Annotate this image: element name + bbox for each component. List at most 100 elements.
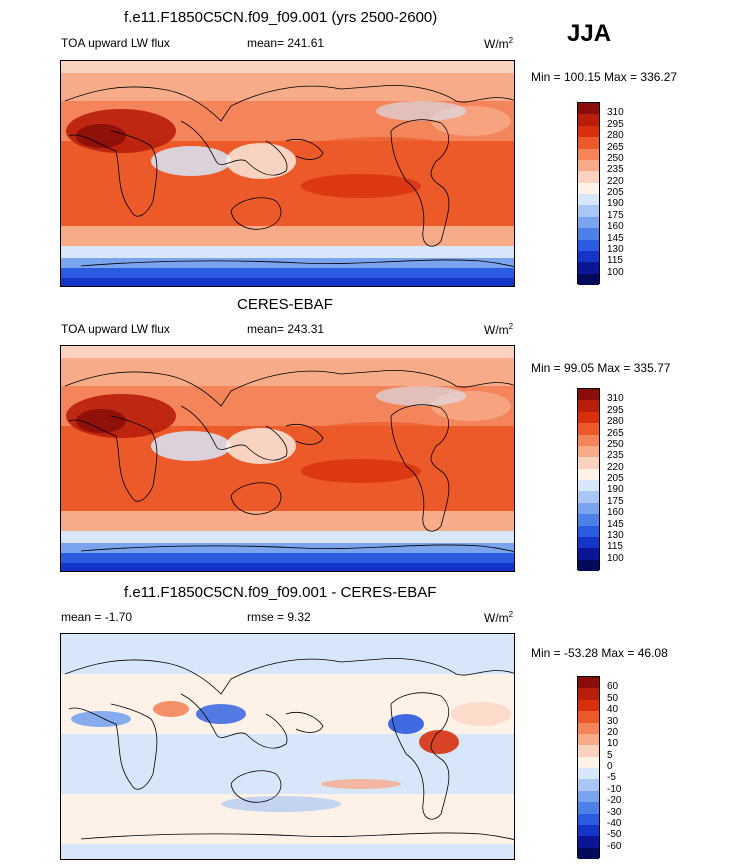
colorbar-tick-label: 190 <box>607 198 624 210</box>
colorbar-swatch <box>578 434 599 446</box>
field-band <box>61 563 514 571</box>
panel3-map <box>60 633 515 860</box>
panel3-mean: mean = -1.70 <box>61 610 133 624</box>
colorbar-tick-label: 130 <box>607 529 624 541</box>
field-blob <box>376 386 466 406</box>
field-band <box>61 674 514 734</box>
field-blob <box>301 174 421 198</box>
season-label: JJA <box>567 20 612 47</box>
field-blob <box>301 137 461 165</box>
colorbar-swatch <box>578 205 599 217</box>
colorbar-swatch <box>578 239 599 251</box>
field-blob <box>221 796 341 812</box>
colorbar-tick-label: 60 <box>607 681 619 693</box>
colorbar-tick-label: 160 <box>607 221 624 233</box>
field-band <box>61 181 514 226</box>
field-band <box>61 246 514 258</box>
field-band <box>61 226 514 246</box>
coastline <box>68 415 158 502</box>
field-blob <box>321 779 401 789</box>
coastline <box>68 130 158 217</box>
colorbar-tick-label: 205 <box>607 473 624 484</box>
panel3-unit: W/m2 <box>484 610 514 625</box>
colorbar-swatch <box>578 468 599 480</box>
field-blob <box>196 704 246 724</box>
coastline <box>80 259 514 267</box>
colorbar-swatch <box>578 262 599 274</box>
coastline <box>68 703 158 790</box>
colorbar-swatch <box>578 125 599 138</box>
colorbar-swatch <box>578 228 599 240</box>
colorbar-swatch <box>578 216 599 229</box>
colorbar-swatch <box>578 502 599 515</box>
coastline <box>390 404 450 532</box>
colorbar-tick-label: 160 <box>607 507 624 519</box>
panel1-title: f.e11.F1850C5CN.f09_f09.001 (yrs 2500-26… <box>124 9 438 26</box>
field-band <box>61 553 514 563</box>
colorbar-swatch <box>578 536 599 549</box>
panel2-field-label: TOA upward LW flux <box>61 322 170 336</box>
field-blob <box>301 459 421 483</box>
colorbar-tick-label: 265 <box>607 427 624 439</box>
colorbar-swatch <box>578 722 599 734</box>
coastline <box>64 657 514 695</box>
colorbar-tick-label: 115 <box>607 541 623 553</box>
coastline <box>64 84 514 122</box>
panel2-map <box>60 345 515 572</box>
coastline <box>230 197 282 230</box>
coastline <box>285 423 324 445</box>
coastline <box>285 711 324 733</box>
field-band <box>61 466 514 511</box>
colorbar-swatch <box>578 389 599 401</box>
panel2-title: CERES-EBAF <box>237 296 333 313</box>
panel3-title: f.e11.F1850C5CN.f09_f09.001 - CERES-EBAF <box>124 584 437 601</box>
field-blob <box>71 711 131 727</box>
colorbar-swatch <box>578 491 599 503</box>
colorbar-swatch <box>578 733 599 746</box>
colorbar-tick-label: 265 <box>607 141 624 153</box>
colorbar-tick-label: 310 <box>607 107 624 119</box>
colorbar-swatch <box>578 148 599 160</box>
colorbar-swatch <box>578 182 599 194</box>
colorbar-tick-label: 220 <box>607 175 624 187</box>
field-blob <box>76 124 126 148</box>
colorbar-tick-label: -30 <box>607 806 622 818</box>
coastline <box>180 120 288 176</box>
colorbar-tick-label: 100 <box>607 552 624 564</box>
colorbar-tick-label: 20 <box>607 726 619 738</box>
field-band <box>61 346 514 358</box>
colorbar-swatch <box>578 824 599 837</box>
colorbar-tick-label: 310 <box>607 393 624 405</box>
field-blob <box>419 730 459 754</box>
colorbar-tick-label: 175 <box>607 495 624 507</box>
colorbar-swatch <box>578 768 599 780</box>
colorbar-swatch <box>578 514 599 526</box>
panel1-field-label: TOA upward LW flux <box>61 36 170 50</box>
colorbar-tick-label: 175 <box>607 209 624 221</box>
field-blob <box>151 146 231 176</box>
colorbar-swatch <box>578 171 599 183</box>
colorbar-tick-label: 130 <box>607 243 624 255</box>
colorbar-swatch <box>578 114 599 126</box>
panel1-mean: mean= 241.61 <box>247 36 325 50</box>
colorbar-tick-label: 280 <box>607 416 624 428</box>
colorbar-swatch <box>578 677 599 689</box>
colorbar-swatch <box>578 756 599 768</box>
colorbar-tick-label: 295 <box>607 118 624 130</box>
colorbar-swatch <box>578 480 599 492</box>
colorbar-swatch <box>578 802 599 814</box>
field-band <box>61 531 514 543</box>
colorbar-tick-label: 40 <box>607 704 619 716</box>
field-blob <box>151 431 231 461</box>
colorbar-swatch <box>578 745 599 757</box>
colorbar-tick-label: -60 <box>607 840 622 852</box>
colorbar-swatch <box>578 699 599 712</box>
colorbar-tick-label: 250 <box>607 438 624 450</box>
colorbar-swatch <box>578 813 599 825</box>
colorbar-tick-label: 100 <box>607 266 624 278</box>
colorbar-swatch <box>578 847 599 859</box>
colorbar-swatch <box>578 250 599 263</box>
colorbar-tick-label: 250 <box>607 152 624 164</box>
field-band <box>61 634 514 674</box>
field-band <box>61 268 514 278</box>
